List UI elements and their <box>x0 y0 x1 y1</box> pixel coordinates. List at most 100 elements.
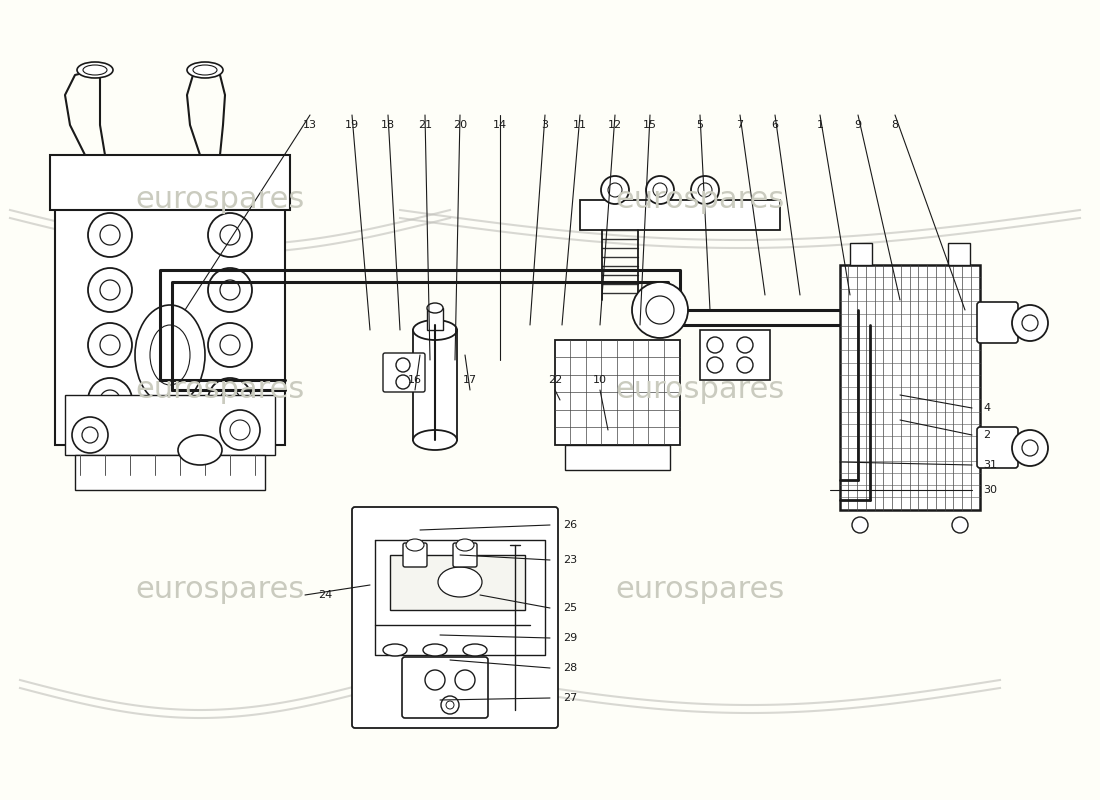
Bar <box>412 330 456 440</box>
Circle shape <box>707 357 723 373</box>
FancyBboxPatch shape <box>402 657 488 718</box>
Text: 13: 13 <box>302 120 317 130</box>
Circle shape <box>737 357 754 373</box>
Text: 8: 8 <box>891 120 899 130</box>
Circle shape <box>88 268 132 312</box>
FancyBboxPatch shape <box>453 543 477 567</box>
Circle shape <box>707 337 723 353</box>
Text: 5: 5 <box>696 120 704 130</box>
Text: 25: 25 <box>563 603 578 613</box>
Ellipse shape <box>427 303 443 313</box>
Text: 12: 12 <box>608 120 623 130</box>
Circle shape <box>220 410 260 450</box>
Text: eurospares: eurospares <box>615 575 784 605</box>
Circle shape <box>691 176 719 204</box>
Ellipse shape <box>187 62 223 78</box>
Text: 16: 16 <box>408 375 422 385</box>
Circle shape <box>737 337 754 353</box>
Circle shape <box>852 517 868 533</box>
Bar <box>948 243 970 265</box>
Circle shape <box>208 378 252 422</box>
Text: 19: 19 <box>345 120 359 130</box>
Text: 22: 22 <box>548 375 562 385</box>
Circle shape <box>1022 315 1038 331</box>
Ellipse shape <box>456 539 474 551</box>
Text: 23: 23 <box>563 555 578 565</box>
Circle shape <box>88 213 132 257</box>
Text: 14: 14 <box>493 120 507 130</box>
Bar <box>390 555 525 610</box>
Bar <box>580 200 780 230</box>
Circle shape <box>396 358 410 372</box>
Text: 2: 2 <box>983 430 990 440</box>
Circle shape <box>88 378 132 422</box>
Circle shape <box>72 417 108 453</box>
Circle shape <box>220 390 240 410</box>
FancyBboxPatch shape <box>977 427 1018 468</box>
Circle shape <box>208 268 252 312</box>
Circle shape <box>208 213 252 257</box>
Circle shape <box>1012 430 1048 466</box>
Circle shape <box>646 176 674 204</box>
Text: 27: 27 <box>563 693 578 703</box>
FancyBboxPatch shape <box>352 507 558 728</box>
Bar <box>556 340 680 445</box>
Text: 6: 6 <box>771 120 779 130</box>
Text: 7: 7 <box>736 120 744 130</box>
Text: 17: 17 <box>463 375 477 385</box>
Bar <box>50 155 290 210</box>
Ellipse shape <box>412 320 456 340</box>
Ellipse shape <box>424 644 447 656</box>
Ellipse shape <box>77 62 113 78</box>
Text: 18: 18 <box>381 120 395 130</box>
Ellipse shape <box>412 430 456 450</box>
Text: eurospares: eurospares <box>135 186 305 214</box>
Bar <box>427 308 443 330</box>
Text: 28: 28 <box>563 663 578 673</box>
Bar <box>700 330 770 380</box>
Circle shape <box>100 390 120 410</box>
Circle shape <box>1022 440 1038 456</box>
FancyBboxPatch shape <box>383 353 425 392</box>
Text: eurospares: eurospares <box>615 186 784 214</box>
Text: 3: 3 <box>541 120 549 130</box>
Ellipse shape <box>406 539 424 551</box>
Circle shape <box>208 323 252 367</box>
Circle shape <box>100 280 120 300</box>
Circle shape <box>100 335 120 355</box>
Circle shape <box>82 427 98 443</box>
Circle shape <box>698 183 712 197</box>
Text: 21: 21 <box>418 120 432 130</box>
Bar <box>840 265 980 510</box>
Text: 31: 31 <box>983 460 997 470</box>
Text: 24: 24 <box>318 590 332 600</box>
Circle shape <box>608 183 622 197</box>
Circle shape <box>220 280 240 300</box>
Text: eurospares: eurospares <box>135 575 305 605</box>
Bar <box>850 243 872 265</box>
Text: 26: 26 <box>563 520 578 530</box>
Ellipse shape <box>150 325 190 385</box>
Text: eurospares: eurospares <box>135 375 305 405</box>
FancyBboxPatch shape <box>403 543 427 567</box>
Text: 4: 4 <box>983 403 990 413</box>
Text: 20: 20 <box>453 120 468 130</box>
Ellipse shape <box>135 305 205 405</box>
Text: 1: 1 <box>816 120 824 130</box>
Circle shape <box>425 670 446 690</box>
Ellipse shape <box>463 644 487 656</box>
Circle shape <box>220 225 240 245</box>
FancyBboxPatch shape <box>977 302 1018 343</box>
Circle shape <box>441 696 459 714</box>
Circle shape <box>952 517 968 533</box>
Circle shape <box>455 670 475 690</box>
Circle shape <box>653 183 667 197</box>
Circle shape <box>446 701 454 709</box>
Circle shape <box>230 420 250 440</box>
Text: 30: 30 <box>983 485 997 495</box>
Circle shape <box>220 335 240 355</box>
Circle shape <box>1012 305 1048 341</box>
Bar <box>55 205 285 445</box>
Circle shape <box>632 282 688 338</box>
Ellipse shape <box>383 644 407 656</box>
